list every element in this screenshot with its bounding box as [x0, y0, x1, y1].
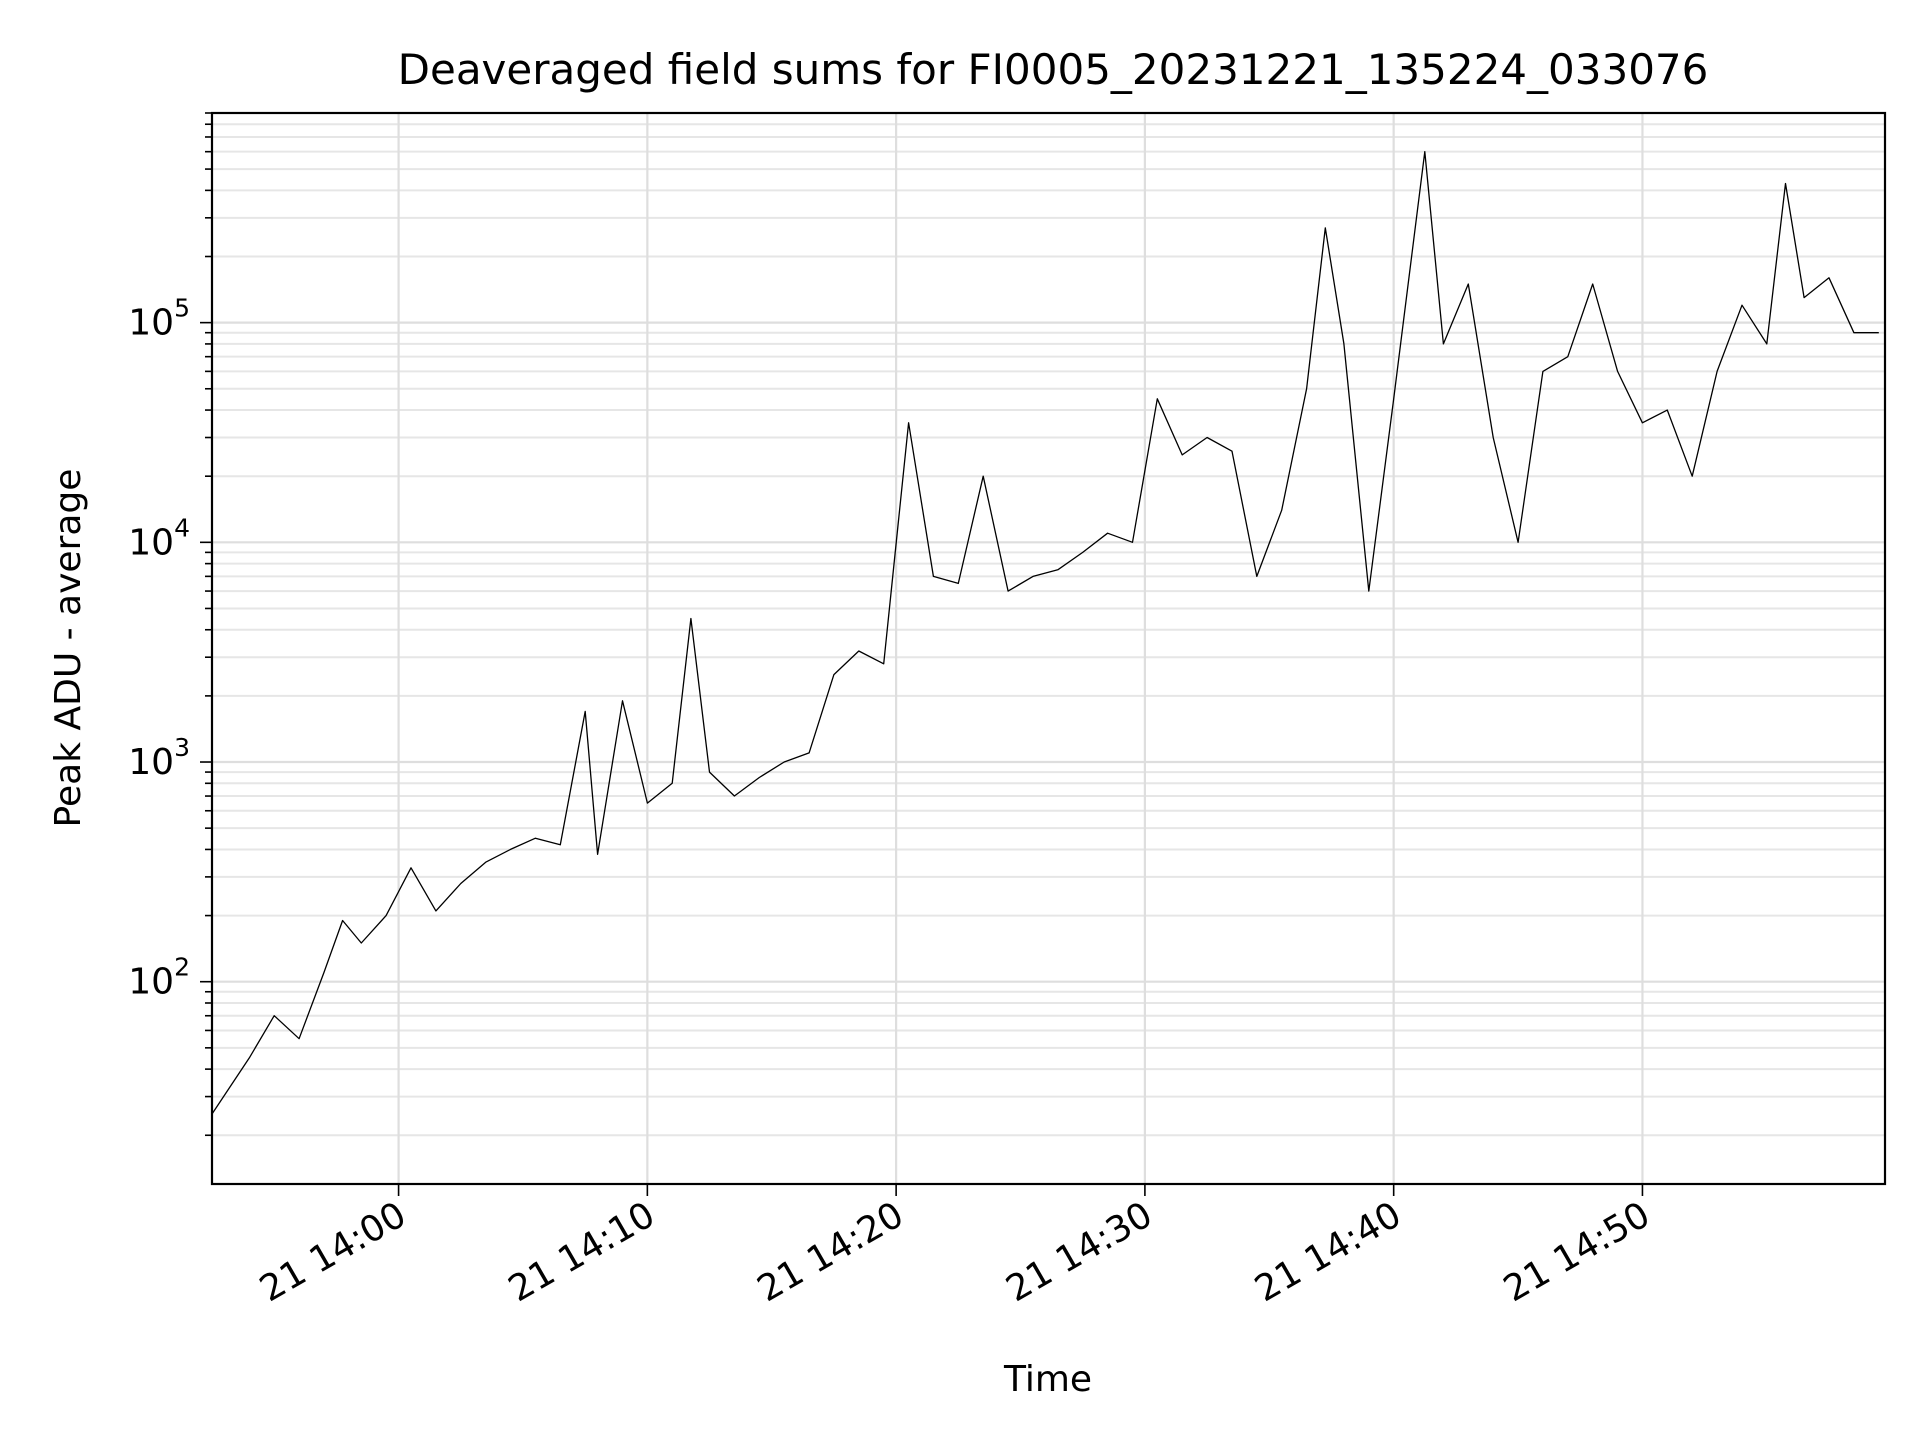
- x-tick-label: 21 14:00: [253, 1194, 413, 1310]
- y-tick-label: 102: [128, 953, 190, 1003]
- grid: [212, 112, 1885, 1184]
- plot-area-frame: [210, 111, 1887, 1186]
- axis-ticks: 21 14:00 21 14:10 21 14:20 21 14:30 21 14:40…: [128, 112, 1657, 1310]
- x-tick-label: 21 14:20: [751, 1194, 911, 1310]
- x-tick-label: 21 14:30: [999, 1194, 1159, 1310]
- x-axis-label: Time: [1003, 1359, 1092, 1400]
- y-tick-label: 105: [128, 294, 190, 344]
- y-tick-label: 104: [128, 513, 190, 563]
- x-tick-label: 21 14:50: [1497, 1194, 1657, 1310]
- x-tick-label: 21 14:40: [1248, 1194, 1408, 1310]
- x-tick-label: 21 14:10: [502, 1194, 662, 1310]
- y-tick-label: 103: [128, 733, 190, 783]
- y-axis-label: Peak ADU - average: [48, 469, 89, 828]
- chart-title: Deaveraged field sums for FI0005_2023122…: [398, 45, 1709, 94]
- series-line: [211, 151, 1879, 1115]
